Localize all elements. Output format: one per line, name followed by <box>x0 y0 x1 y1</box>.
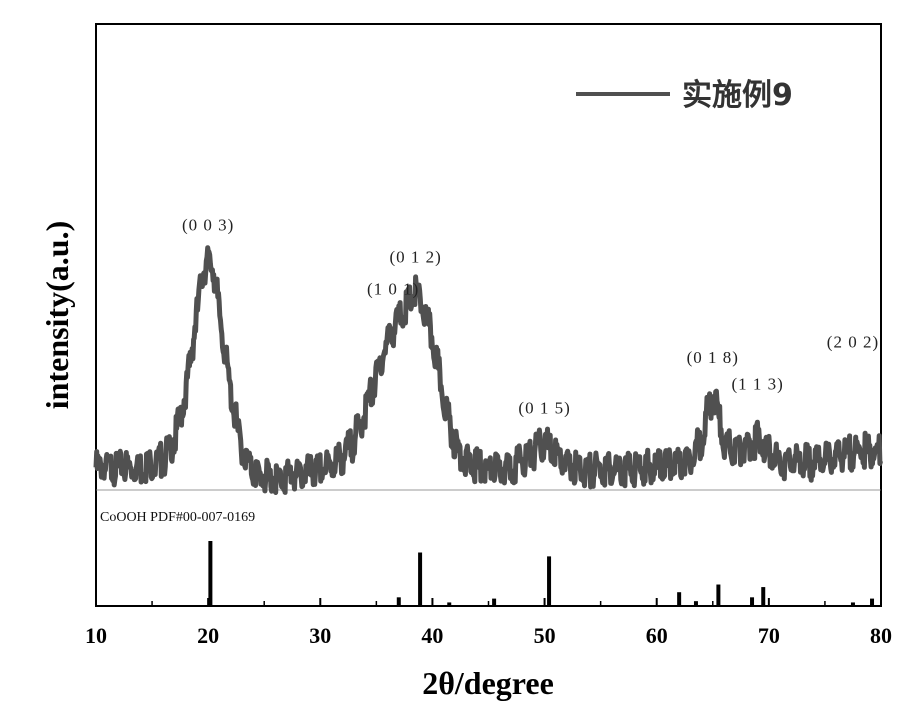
peak-label: (0 0 3) <box>182 216 234 235</box>
x-tick-label: 10 <box>85 623 107 648</box>
series-line <box>93 245 884 495</box>
legend: 实施例9 <box>576 78 793 113</box>
peak-label: (1 1 3) <box>731 375 783 394</box>
reference-lines <box>208 541 875 605</box>
x-axis-ticks <box>95 598 882 606</box>
x-tick-label: 40 <box>421 623 443 648</box>
legend-label: 实施例9 <box>682 78 793 113</box>
x-axis-title: 2θ/degree <box>422 665 554 701</box>
x-tick-label: 50 <box>534 623 556 648</box>
x-axis-tick-labels: 10 20 30 40 50 60 70 80 <box>85 623 892 648</box>
x-tick-label: 60 <box>646 623 668 648</box>
peak-label: (2 0 2) <box>827 332 879 351</box>
peak-label: (0 1 5) <box>518 399 570 418</box>
y-axis-title: intensity(a.u.) <box>39 221 75 409</box>
x-tick-label: 30 <box>309 623 331 648</box>
peak-label: (1 0 1) <box>367 279 419 298</box>
reference-label: CoOOH PDF#00-007-0169 <box>100 510 255 525</box>
peak-labels: (0 0 3) (1 0 1) (0 1 2) (0 1 5) (0 1 8) (1 1 … <box>182 216 879 418</box>
peak-label: (0 1 8) <box>687 348 739 367</box>
peak-label: (0 1 2) <box>389 248 441 267</box>
x-tick-label: 70 <box>758 623 780 648</box>
x-tick-label: 80 <box>870 623 892 648</box>
series-layer <box>93 245 884 495</box>
x-tick-label: 20 <box>197 623 219 648</box>
